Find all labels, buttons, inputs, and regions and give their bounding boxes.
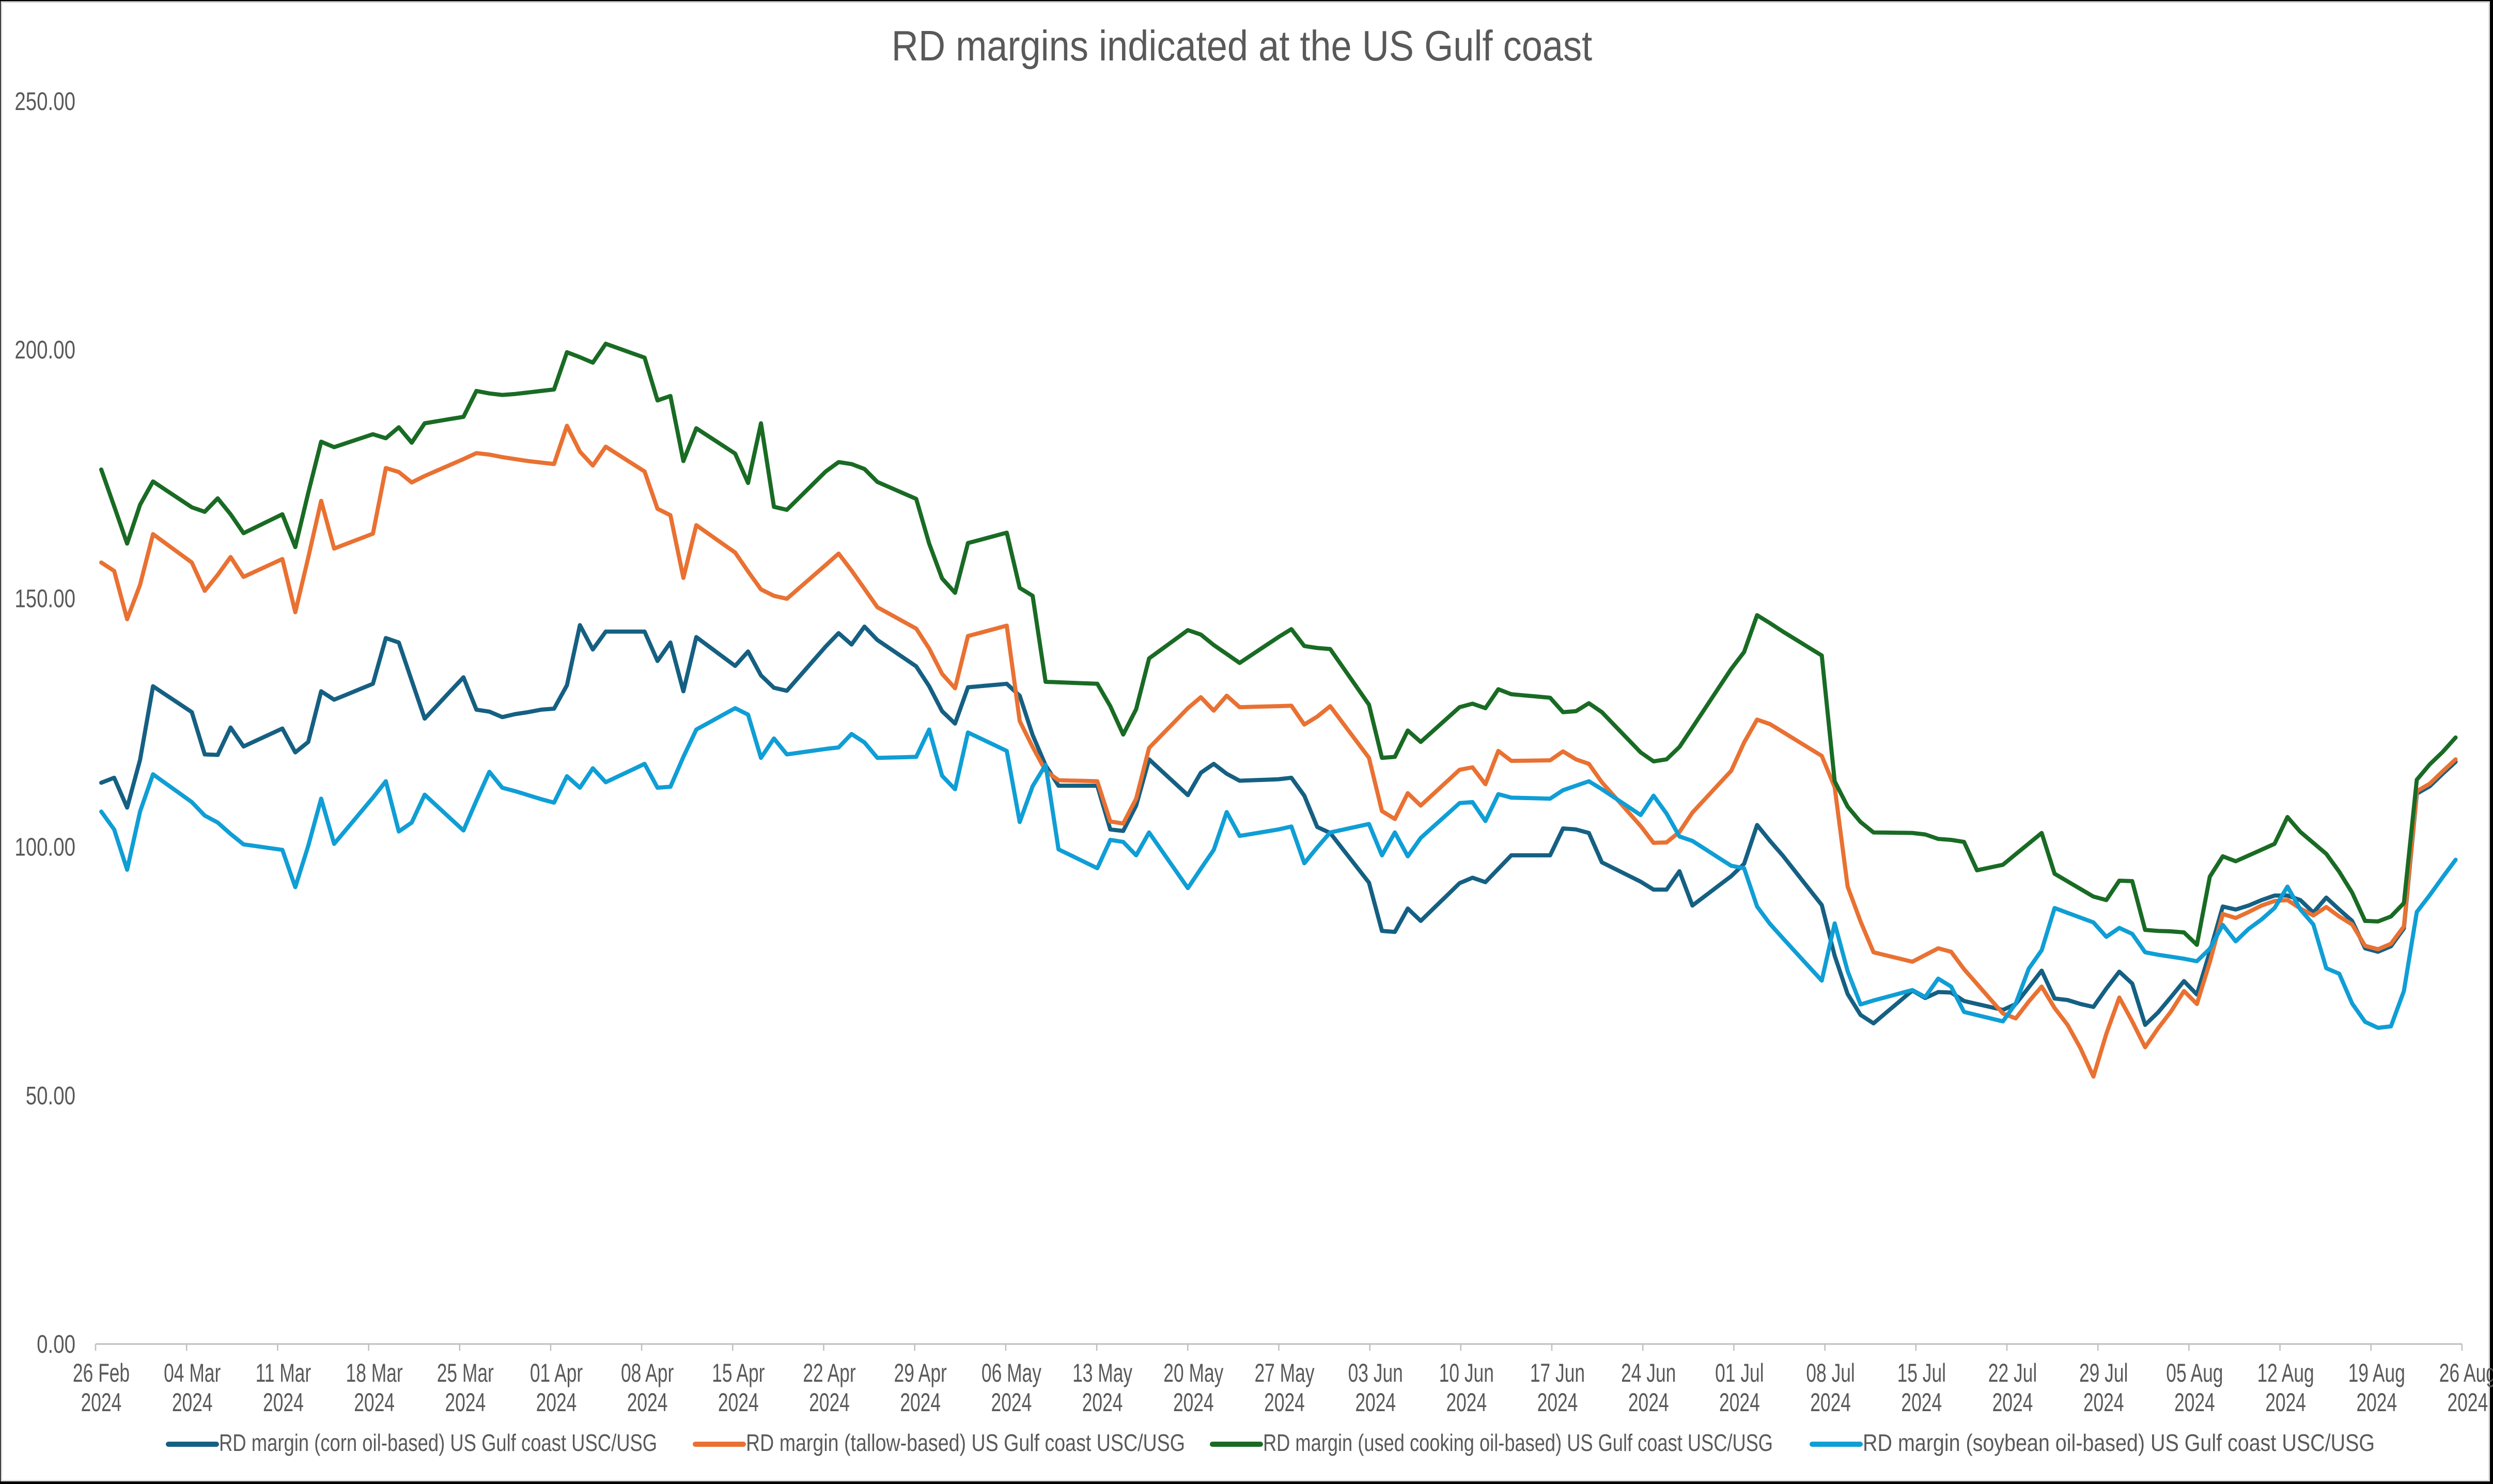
svg-text:17 Jun: 17 Jun [1530,1359,1585,1387]
svg-text:2024: 2024 [2448,1388,2488,1417]
svg-text:RD margin (used cooking oil-ba: RD margin (used cooking oil-based) US Gu… [1263,1430,1773,1456]
svg-text:06 May: 06 May [981,1359,1041,1387]
svg-text:2024: 2024 [1537,1388,1578,1417]
svg-text:2024: 2024 [536,1388,577,1417]
svg-text:2024: 2024 [2356,1388,2397,1417]
svg-text:13 May: 13 May [1072,1359,1132,1387]
svg-text:2024: 2024 [172,1388,213,1417]
svg-text:29 Apr: 29 Apr [894,1359,947,1387]
svg-text:RD margin (corn oil-based) US: RD margin (corn oil-based) US Gulf coast… [219,1429,657,1456]
svg-text:2024: 2024 [1355,1388,1396,1417]
svg-text:2024: 2024 [1719,1388,1760,1417]
svg-text:2024: 2024 [1901,1388,1942,1417]
svg-text:2024: 2024 [718,1388,759,1417]
svg-text:2024: 2024 [627,1388,668,1417]
svg-text:25 Mar: 25 Mar [437,1359,494,1387]
svg-text:18 Mar: 18 Mar [346,1359,403,1387]
svg-text:10 Jun: 10 Jun [1439,1359,1494,1387]
svg-text:19 Aug: 19 Aug [2348,1359,2405,1387]
svg-text:2024: 2024 [2083,1388,2124,1417]
svg-text:2024: 2024 [809,1388,850,1417]
svg-text:2024: 2024 [1173,1388,1214,1417]
svg-text:RD margins indicated at the US: RD margins indicated at the US Gulf coas… [892,22,1593,70]
svg-text:100.00: 100.00 [14,833,75,862]
svg-text:2024: 2024 [1446,1388,1487,1417]
svg-text:12 Aug: 12 Aug [2257,1359,2314,1387]
svg-text:22 Apr: 22 Apr [803,1359,855,1387]
svg-text:150.00: 150.00 [14,585,75,613]
svg-text:2024: 2024 [354,1388,395,1417]
svg-text:2024: 2024 [81,1388,122,1417]
svg-text:2024: 2024 [2265,1388,2306,1417]
svg-text:2024: 2024 [991,1388,1032,1417]
svg-text:08 Apr: 08 Apr [621,1359,674,1387]
svg-text:2024: 2024 [1264,1388,1305,1417]
svg-text:26 Feb: 26 Feb [73,1359,130,1387]
svg-text:24 Jun: 24 Jun [1621,1359,1676,1387]
svg-text:2024: 2024 [1810,1388,1851,1417]
svg-text:2024: 2024 [263,1388,304,1417]
svg-text:0.00: 0.00 [37,1331,75,1359]
svg-text:11 Mar: 11 Mar [256,1359,311,1387]
svg-text:15 Jul: 15 Jul [1897,1359,1946,1387]
svg-text:50.00: 50.00 [26,1082,75,1110]
svg-text:29 Jul: 29 Jul [2079,1359,2128,1387]
svg-text:26 Aug: 26 Aug [2439,1359,2493,1387]
svg-text:RD margin (tallow-based) US Gu: RD margin (tallow-based) US Gulf coast U… [746,1429,1185,1456]
svg-text:RD margin (soybean oil-based): RD margin (soybean oil-based) US Gulf co… [1863,1430,2375,1457]
svg-text:01 Apr: 01 Apr [530,1359,583,1387]
svg-text:03 Jun: 03 Jun [1348,1359,1403,1387]
svg-text:250.00: 250.00 [14,88,75,116]
svg-text:2024: 2024 [900,1388,941,1417]
svg-text:2024: 2024 [2174,1388,2215,1417]
svg-text:15 Apr: 15 Apr [712,1359,765,1387]
svg-text:2024: 2024 [1082,1388,1123,1417]
svg-text:200.00: 200.00 [14,336,75,365]
svg-text:20 May: 20 May [1163,1359,1223,1387]
svg-text:04 Mar: 04 Mar [164,1359,221,1387]
svg-text:05 Aug: 05 Aug [2166,1359,2223,1387]
svg-text:01 Jul: 01 Jul [1715,1359,1764,1387]
svg-text:2024: 2024 [1628,1388,1669,1417]
svg-text:22 Jul: 22 Jul [1988,1359,2037,1387]
svg-text:08 Jul: 08 Jul [1806,1359,1855,1387]
svg-text:27 May: 27 May [1254,1359,1314,1387]
svg-text:2024: 2024 [445,1388,486,1417]
svg-text:2024: 2024 [1992,1388,2033,1417]
